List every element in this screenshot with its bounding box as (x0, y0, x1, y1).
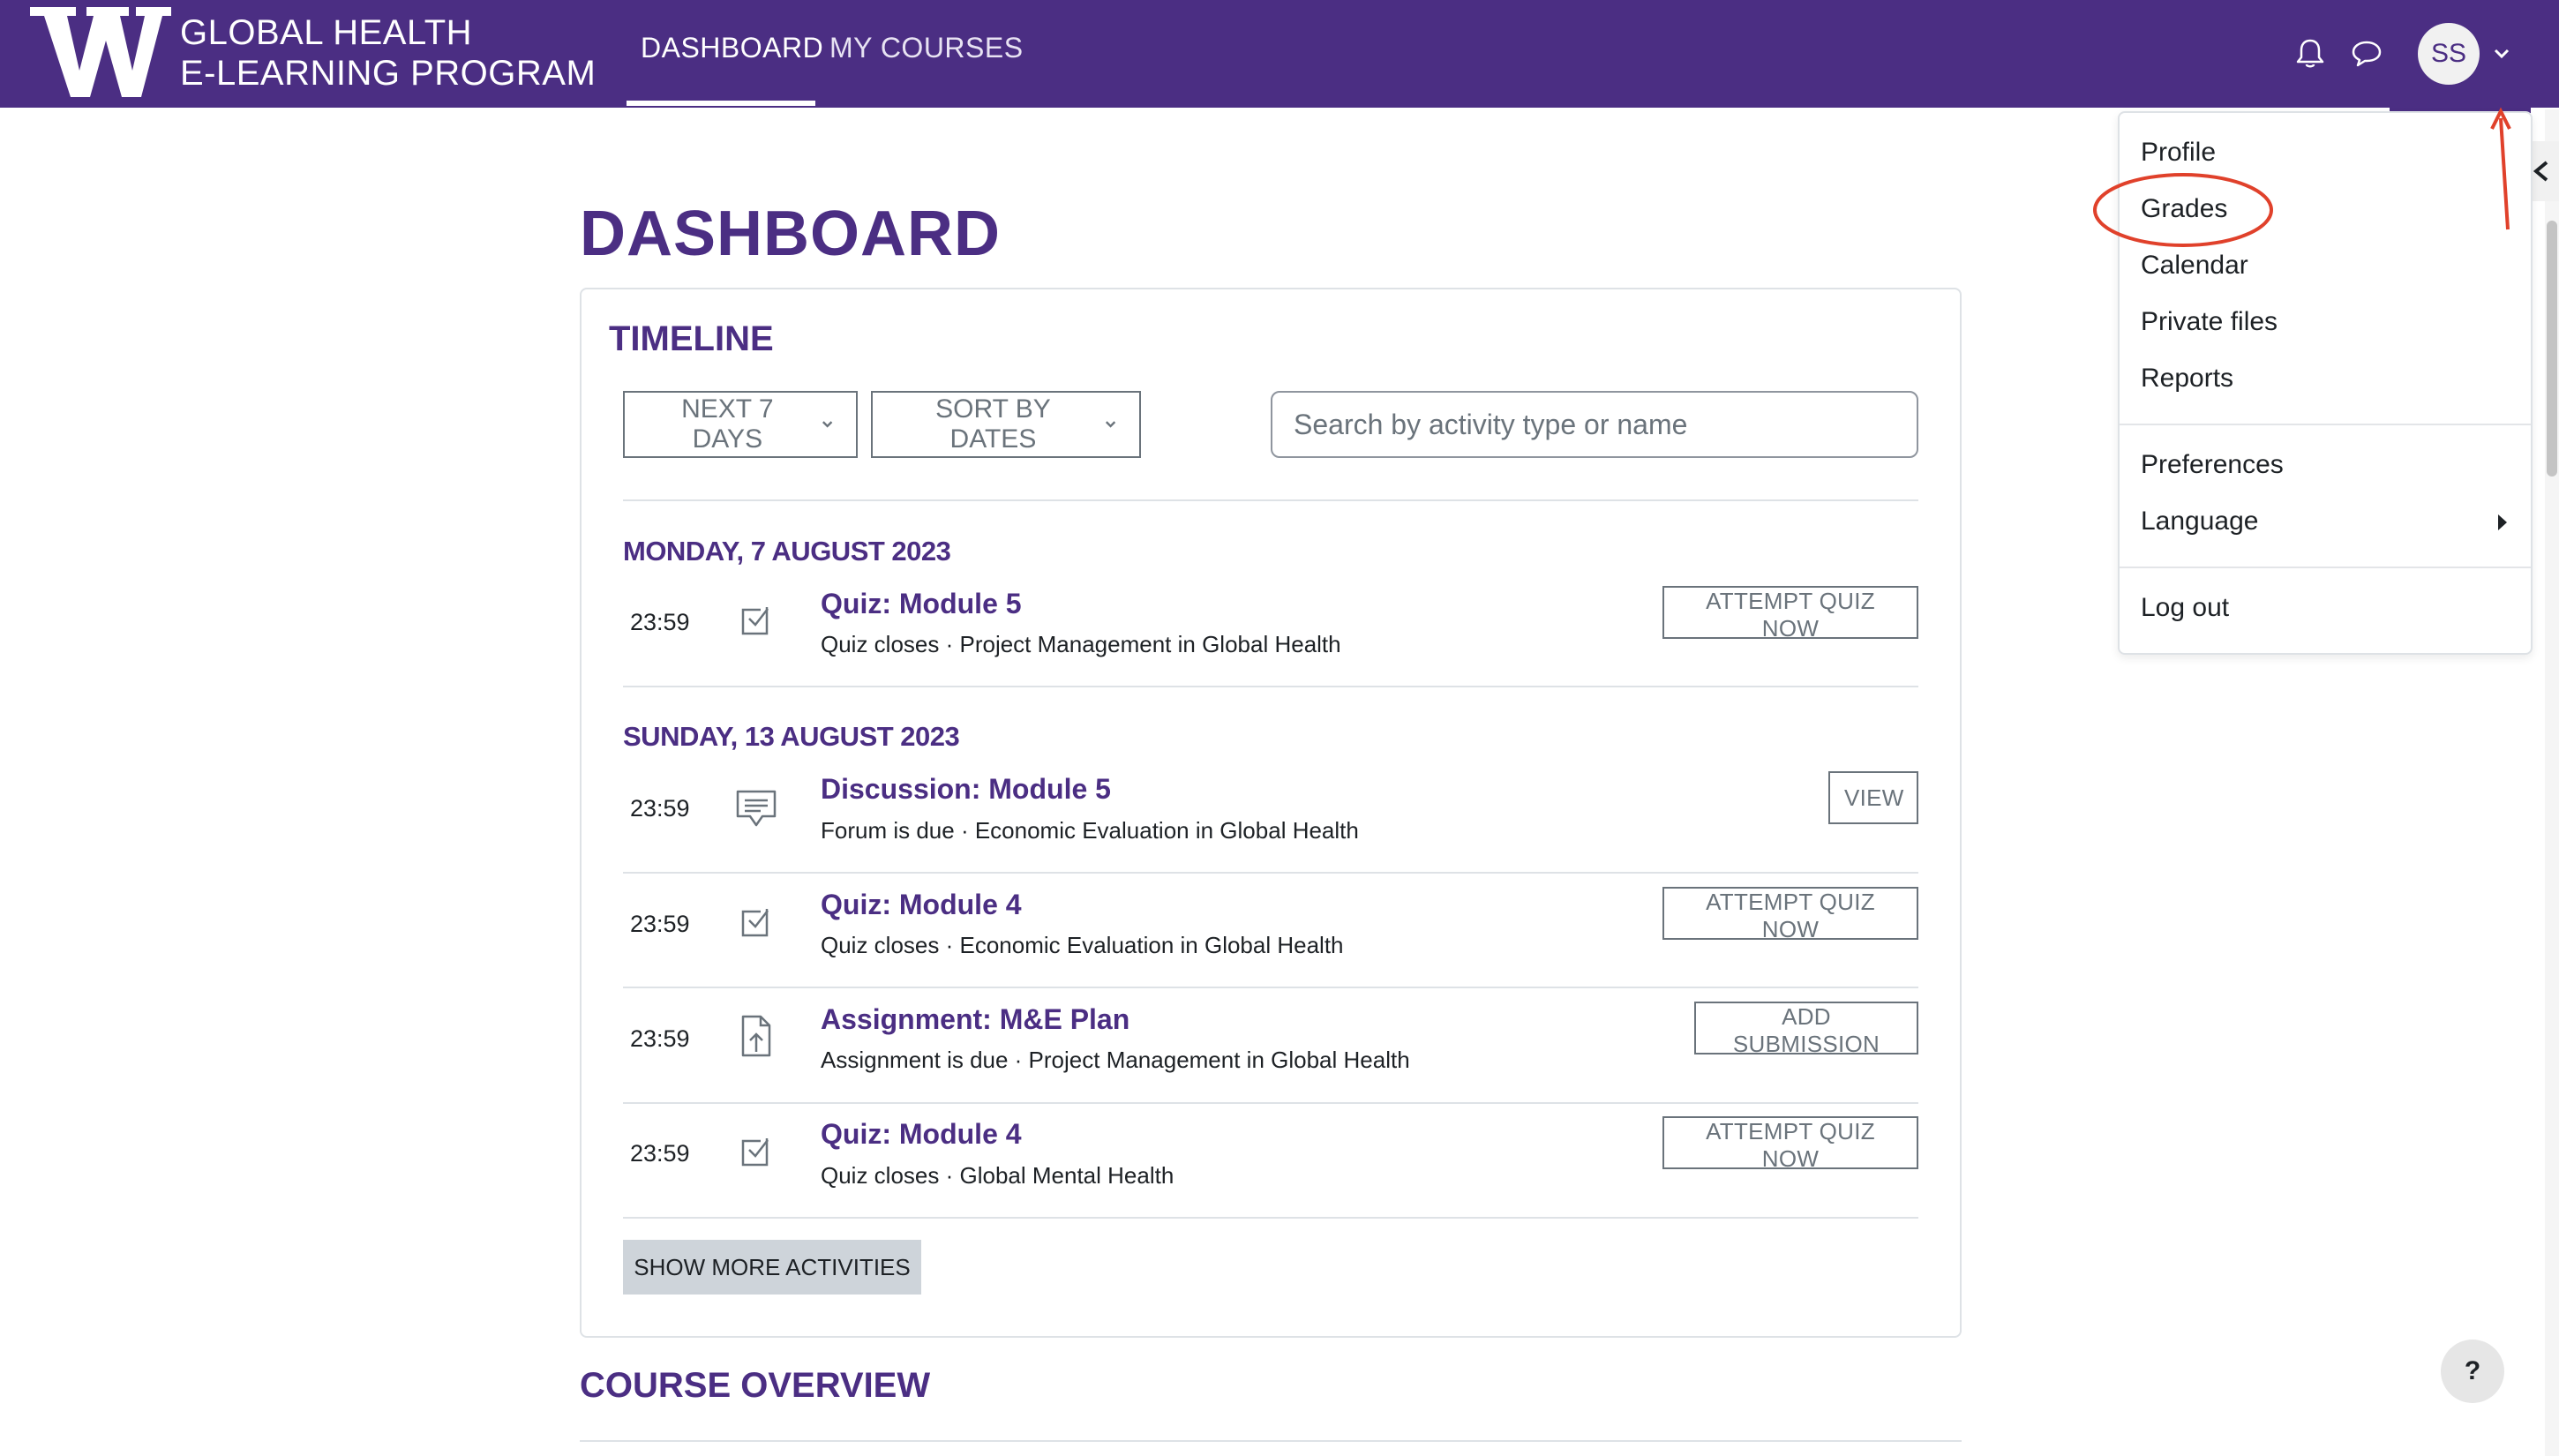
sort-dropdown[interactable]: SORT BY DATES (871, 391, 1141, 458)
event-subtitle: Quiz closes · Economic Evaluation in Glo… (821, 932, 1344, 958)
event-title-link[interactable]: Discussion: Module 5 (821, 773, 1111, 805)
search-input[interactable] (1271, 391, 1918, 458)
event-subtitle: Assignment is due · Project Management i… (821, 1047, 1410, 1073)
menu-item-reports[interactable]: Reports (2141, 364, 2234, 393)
user-menu (2118, 111, 2533, 655)
brand-name[interactable]: GLOBAL HEALTH E-LEARNING PROGRAM (180, 12, 596, 94)
assignment-upload-icon (741, 1015, 771, 1057)
menu-item-calendar[interactable]: Calendar (2141, 251, 2248, 280)
view-button[interactable]: VIEW (1828, 771, 1918, 824)
event-time: 23:59 (630, 795, 690, 822)
quiz-checkbox-icon (741, 1138, 769, 1167)
event-time: 23:59 (630, 609, 690, 635)
brand-line-2: E-LEARNING PROGRAM (180, 54, 597, 93)
attempt-quiz-button[interactable]: ATTEMPT QUIZ NOW (1662, 1116, 1918, 1172)
menu-item-profile[interactable]: Profile (2141, 138, 2217, 167)
brand-line-1: GLOBAL HEALTH (180, 13, 473, 52)
top-navbar: GLOBAL HEALTH E-LEARNING PROGRAM DASHBOA… (0, 0, 2559, 108)
add-submission-button[interactable]: ADD SUBMISSION (1694, 1002, 1918, 1057)
menu-item-private-files[interactable]: Private files (2141, 307, 2278, 336)
divider (623, 499, 1918, 501)
nav-my-courses[interactable]: MY COURSES (829, 32, 1024, 64)
filter-label: NEXT 7 DAYS (681, 394, 774, 454)
menu-item-grades[interactable]: Grades (2141, 194, 2228, 223)
event-title-link[interactable]: Assignment: M&E Plan (821, 1003, 1130, 1035)
caret-right-icon (2498, 514, 2507, 530)
chevron-left-icon (2533, 161, 2548, 182)
forum-icon (736, 790, 777, 827)
uw-logo[interactable] (30, 2, 171, 101)
bell-icon[interactable] (2293, 35, 2328, 71)
filter-dropdown[interactable]: NEXT 7 DAYS (623, 391, 858, 458)
quiz-checkbox-icon (741, 607, 769, 635)
divider (623, 686, 1918, 687)
menu-divider (2120, 424, 2531, 425)
chat-icon[interactable] (2349, 35, 2384, 71)
attempt-quiz-button[interactable]: ATTEMPT QUIZ NOW (1662, 586, 1918, 642)
chevron-down-icon (1105, 421, 1116, 428)
menu-item-language[interactable]: Language (2141, 507, 2259, 536)
user-avatar[interactable]: SS (2418, 23, 2480, 85)
scrollbar-thumb[interactable] (2547, 221, 2557, 477)
event-subtitle: Forum is due · Economic Evaluation in Gl… (821, 817, 1359, 844)
event-subtitle: Quiz closes · Global Mental Health (821, 1162, 1174, 1189)
page-title: DASHBOARD (580, 199, 1001, 269)
divider (623, 1102, 1918, 1104)
divider (623, 987, 1918, 988)
event-subtitle: Quiz closes · Project Management in Glob… (821, 631, 1341, 657)
timeline-title: TIMELINE (609, 319, 774, 358)
divider (623, 872, 1918, 874)
menu-divider (2120, 567, 2531, 568)
date-heading: SUNDAY, 13 AUGUST 2023 (623, 721, 960, 752)
quiz-checkbox-icon (741, 909, 769, 937)
nav-active-indicator (627, 101, 815, 106)
divider (580, 1440, 1962, 1442)
event-time: 23:59 (630, 1140, 690, 1167)
event-time: 23:59 (630, 1025, 690, 1052)
menu-item-logout[interactable]: Log out (2141, 593, 2230, 622)
chevron-down-icon[interactable] (2490, 42, 2513, 65)
date-heading: MONDAY, 7 AUGUST 2023 (623, 536, 951, 567)
help-button[interactable]: ? (2441, 1340, 2504, 1403)
chevron-down-icon (822, 421, 833, 428)
nav-dashboard[interactable]: DASHBOARD (641, 32, 824, 64)
event-title-link[interactable]: Quiz: Module 4 (821, 1118, 1022, 1150)
sort-label: SORT BY DATES (935, 394, 1051, 454)
event-time: 23:59 (630, 911, 690, 937)
user-menu-indicator (2390, 106, 2531, 113)
event-title-link[interactable]: Quiz: Module 5 (821, 588, 1022, 619)
event-title-link[interactable]: Quiz: Module 4 (821, 889, 1022, 920)
show-more-button[interactable]: SHOW MORE ACTIVITIES (623, 1240, 921, 1295)
course-overview-title: COURSE OVERVIEW (580, 1366, 931, 1405)
attempt-quiz-button[interactable]: ATTEMPT QUIZ NOW (1662, 887, 1918, 942)
menu-item-preferences[interactable]: Preferences (2141, 450, 2284, 479)
divider (623, 1217, 1918, 1219)
